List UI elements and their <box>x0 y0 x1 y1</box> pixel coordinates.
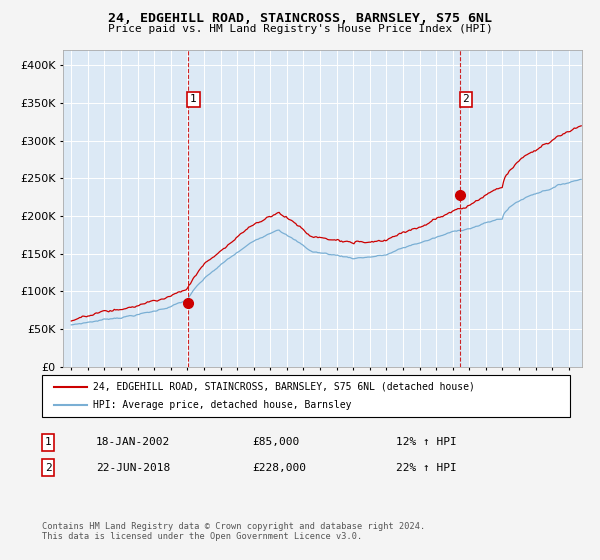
Text: £228,000: £228,000 <box>252 463 306 473</box>
Text: 24, EDGEHILL ROAD, STAINCROSS, BARNSLEY, S75 6NL: 24, EDGEHILL ROAD, STAINCROSS, BARNSLEY,… <box>108 12 492 25</box>
Text: 1: 1 <box>44 437 52 447</box>
Text: Price paid vs. HM Land Registry's House Price Index (HPI): Price paid vs. HM Land Registry's House … <box>107 24 493 34</box>
Text: 18-JAN-2002: 18-JAN-2002 <box>96 437 170 447</box>
Text: 24, EDGEHILL ROAD, STAINCROSS, BARNSLEY, S75 6NL (detached house): 24, EDGEHILL ROAD, STAINCROSS, BARNSLEY,… <box>93 382 475 392</box>
Text: 22% ↑ HPI: 22% ↑ HPI <box>396 463 457 473</box>
Text: 22-JUN-2018: 22-JUN-2018 <box>96 463 170 473</box>
Text: 2: 2 <box>44 463 52 473</box>
Text: £85,000: £85,000 <box>252 437 299 447</box>
Text: HPI: Average price, detached house, Barnsley: HPI: Average price, detached house, Barn… <box>93 400 352 410</box>
Text: 2: 2 <box>463 95 469 104</box>
Text: 1: 1 <box>190 95 197 104</box>
Text: 12% ↑ HPI: 12% ↑ HPI <box>396 437 457 447</box>
Text: Contains HM Land Registry data © Crown copyright and database right 2024.
This d: Contains HM Land Registry data © Crown c… <box>42 522 425 542</box>
